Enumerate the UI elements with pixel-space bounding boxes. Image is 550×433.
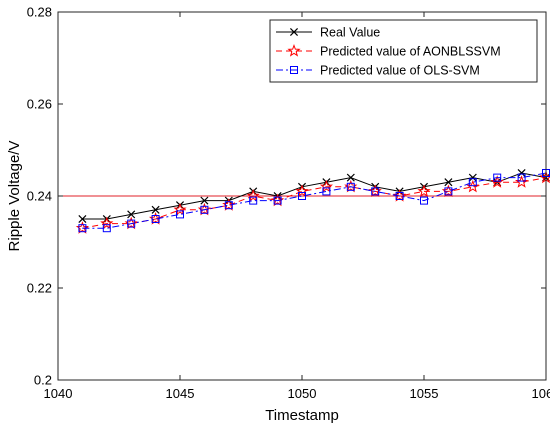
legend-swatch-marker [290, 66, 298, 74]
series-line [82, 172, 547, 229]
legend-item: Real Value [276, 26, 380, 40]
data-point [346, 173, 355, 182]
data-point [246, 189, 260, 202]
series-line [82, 177, 547, 229]
data-point [444, 178, 453, 187]
data-point [173, 202, 187, 216]
data-point [468, 178, 477, 187]
data-point [273, 196, 282, 205]
data-point [200, 196, 209, 205]
data-point [298, 192, 306, 200]
legend-label: Real Value [320, 26, 380, 40]
data-point [371, 187, 380, 196]
y-tick-label: 0.24 [27, 189, 52, 204]
legend: Real Value Predicted value of AONBLSSVM Pr… [269, 19, 538, 83]
data-point [78, 214, 87, 224]
x-tick-label: 1040 [44, 386, 73, 401]
data-point [517, 173, 526, 182]
data-point [346, 182, 355, 191]
data-point [517, 168, 526, 178]
series-line [82, 172, 547, 220]
data-point [468, 173, 477, 182]
data-point [319, 179, 333, 193]
data-point [176, 210, 184, 219]
data-point [249, 196, 258, 205]
legend-item: Predicted value of AONBLSSVM [276, 44, 501, 59]
legend-swatch-marker [287, 44, 301, 57]
legend-item: Predicted value of OLS-SVM [276, 64, 480, 78]
data-point [78, 224, 87, 233]
legend-box [269, 19, 538, 83]
data-point [127, 210, 136, 219]
data-point [493, 173, 502, 182]
data-point [102, 224, 111, 233]
y-axis-label: Ripple Voltage/V [6, 141, 23, 252]
series-layer [75, 168, 550, 234]
y-tick-label: 0.22 [27, 281, 52, 296]
x-tick-label: 1055 [410, 386, 439, 401]
legend-label: Predicted value of OLS-SVM [320, 64, 480, 78]
legend-swatch-marker [289, 27, 299, 37]
series-3 [78, 169, 550, 233]
data-point [395, 192, 404, 200]
data-point [417, 184, 431, 198]
data-point [127, 219, 136, 228]
data-point [224, 201, 233, 210]
legend-label: Predicted value of AONBLSSVM [320, 45, 501, 59]
y-tick-label: 0.2 [34, 373, 52, 388]
data-point [322, 187, 331, 196]
data-point [200, 205, 209, 214]
data-point [151, 205, 160, 214]
data-point [444, 187, 453, 196]
data-point [100, 216, 114, 230]
data-point [420, 196, 428, 205]
data-point [295, 184, 309, 198]
y-tick-label: 0.26 [27, 97, 52, 112]
y-tick-label: 0.28 [27, 5, 52, 20]
data-point [151, 215, 160, 223]
x-tick-label: 1045 [166, 386, 195, 401]
x-axis-label: Timestamp [265, 407, 339, 424]
x-tick-label: 1050 [288, 386, 317, 401]
